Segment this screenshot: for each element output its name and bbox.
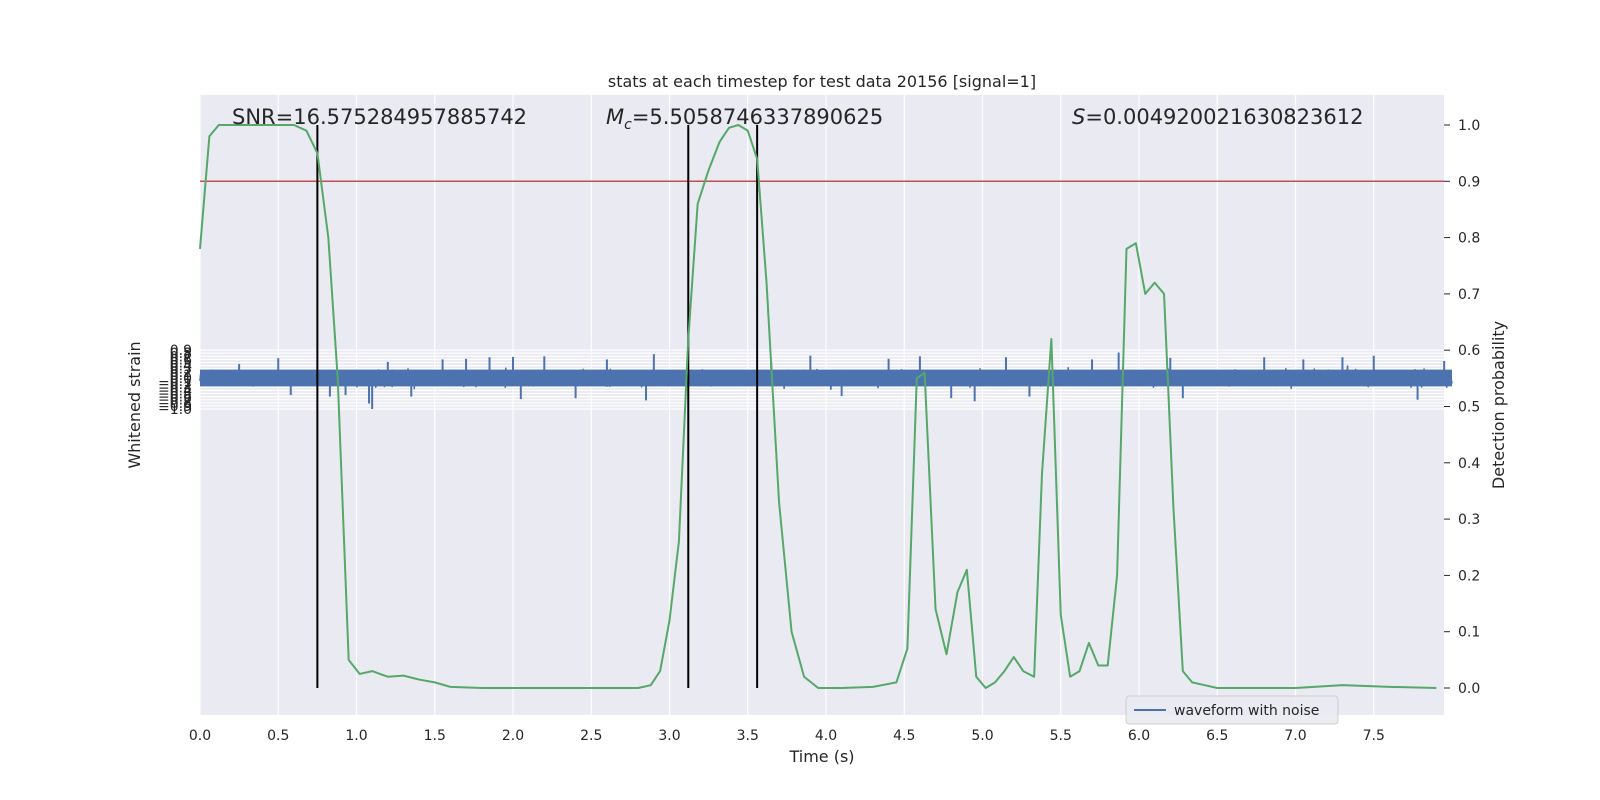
y-tick-label: −0.3 [158, 380, 192, 396]
x-tick-label: 1.5 [424, 728, 446, 744]
y-tick-label: 0.7 [170, 349, 192, 365]
y2-tick-label: 1.0 [1458, 118, 1480, 134]
chirp-mass-subscript: c [624, 117, 632, 133]
x-tick-label: 7.5 [1363, 728, 1385, 744]
legend-box [1125, 695, 1339, 725]
y2-tick-label: 0.9 [1458, 174, 1480, 190]
y-tick-label: 0.2 [170, 365, 192, 381]
y-tick-label: −0.7 [158, 393, 192, 409]
x-tick-label: 4.5 [893, 728, 915, 744]
x-tick-label: 2.5 [580, 728, 602, 744]
x-tick-label: 2.0 [502, 728, 524, 744]
y-tick-label: −0.2 [158, 377, 192, 393]
waveform-series [199, 352, 1453, 409]
y-tick-label: −0.5 [158, 387, 192, 403]
y-tick-label: −1.0 [158, 402, 192, 418]
chirp-mass-symbol: M [606, 105, 624, 129]
x-tick-label: 3.0 [658, 728, 680, 744]
x-tick-label: 7.0 [1284, 728, 1306, 744]
s-annotation: S=0.004920021630823612 [1072, 105, 1363, 129]
snr-annotation: SNR=16.575284957885742 [232, 105, 527, 129]
y-tick-label: 0.5 [170, 356, 192, 372]
y-axis-label: Whitened strain [125, 341, 144, 468]
x-tick-label: 5.5 [1050, 728, 1072, 744]
y2-tick-label: 0.6 [1458, 343, 1480, 359]
legend-label-waveform: waveform with noise [1174, 703, 1319, 719]
y-tick-label: 0.1 [170, 368, 192, 384]
y2-tick-label: 0.4 [1458, 456, 1480, 472]
x-ticks: 0.0 0.5 1.0 1.5 2.0 2.5 3.0 3.5 4.0 4.5 5.0 5.5 6.0 6… [189, 728, 1385, 744]
chirp-mass-value: =5.5058746337890625 [632, 105, 883, 129]
x-tick-label: 6.5 [1206, 728, 1228, 744]
y-tick-label: −0.9 [158, 399, 192, 415]
plot-background [200, 95, 1444, 715]
x-tick-label: 6.0 [1128, 728, 1150, 744]
x-tick-label: 4.0 [815, 728, 837, 744]
x-tick-label: 0.5 [267, 728, 289, 744]
s-value: =0.004920021630823612 [1085, 105, 1363, 129]
y2-tick-label: 0.3 [1458, 512, 1480, 528]
x-tick-label: 0.0 [189, 728, 211, 744]
y-tick-label: 0.9 [170, 343, 192, 359]
y-ticks: 0.90.80.70.60.50.40.30.20.10.0−0.1−0.2−0… [158, 343, 192, 418]
x-axis-label: Time (s) [788, 747, 854, 766]
x-tick-label: 3.5 [737, 728, 759, 744]
x-tick-label: 1.0 [345, 728, 367, 744]
chart-title: stats at each timestep for test data 201… [608, 72, 1036, 91]
y-tick-label: −0.4 [158, 383, 192, 399]
y2-axis-label: Detection probability [1489, 321, 1508, 489]
detection-probability-line [199, 124, 1437, 689]
y2-tick-label: 0.7 [1458, 287, 1480, 303]
y-tick-label: 0.6 [170, 352, 192, 368]
y-tick-label: −0.6 [158, 390, 192, 406]
x-tick-label: 5.0 [971, 728, 993, 744]
y-tick-label: −0.8 [158, 396, 192, 412]
y2-ticks: 0.0 0.1 0.2 0.3 0.4 0.5 0.6 0.7 0.8 0.9 1.0 [1444, 118, 1480, 697]
y2-tick-label: 0.2 [1458, 568, 1480, 584]
y-tick-label: −0.1 [158, 374, 192, 390]
overlays [199, 124, 1444, 689]
y2-tick-label: 0.8 [1458, 231, 1480, 247]
y-tick-label: 0.4 [170, 359, 192, 375]
y-tick-label: 0.3 [170, 362, 192, 378]
s-symbol: S [1072, 105, 1085, 129]
y2-tick-label: 0.0 [1458, 681, 1480, 697]
y2-tick-label: 0.5 [1458, 400, 1480, 416]
y2-tick-label: 0.1 [1458, 625, 1480, 641]
chirp-mass-annotation: Mc=5.5058746337890625 [606, 105, 883, 133]
y-tick-label: 0.8 [170, 346, 192, 362]
legend: waveform with noise [1125, 695, 1339, 725]
y-tick-label: 0.0 [170, 371, 192, 387]
